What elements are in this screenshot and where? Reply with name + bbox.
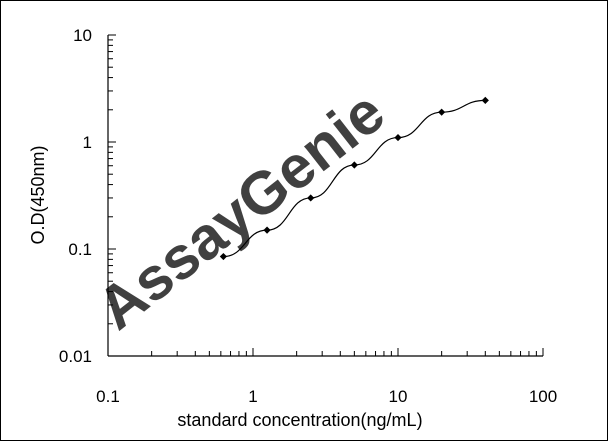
x-tick-label: 1 — [248, 387, 257, 406]
data-point — [438, 108, 446, 116]
tick-labels: 0.01 0.1 1 10 0.1 1 10 100 — [59, 26, 557, 406]
data-point — [481, 96, 489, 104]
y-tick-label: 0.01 — [59, 347, 92, 366]
data-point — [394, 133, 402, 142]
x-axis-title: standard concentration(ng/mL) — [177, 410, 422, 430]
watermark: AssayGenie — [85, 78, 397, 342]
data-point — [263, 226, 271, 234]
y-tick-label: 10 — [73, 26, 92, 45]
y-axis-title: O.D(450nm) — [28, 145, 48, 244]
y-tick-label: 1 — [83, 133, 92, 152]
data-point — [307, 194, 315, 202]
x-tick-label: 0.1 — [96, 387, 120, 406]
x-tick-label: 10 — [389, 387, 408, 406]
axis-ticks — [107, 34, 544, 357]
data-point — [350, 161, 358, 169]
data-point — [219, 252, 228, 261]
series-group — [219, 96, 489, 261]
y-tick-label: 0.1 — [68, 240, 92, 259]
x-tick-label: 100 — [529, 387, 557, 406]
